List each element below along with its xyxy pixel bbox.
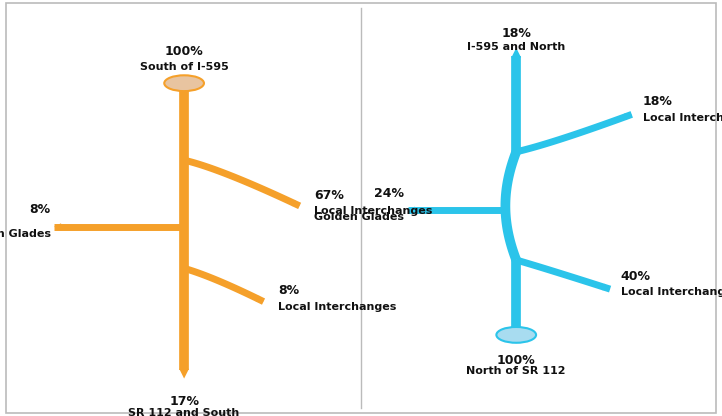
Text: 8%: 8%	[30, 203, 51, 216]
Text: South of I-595: South of I-595	[140, 62, 228, 72]
Text: 18%: 18%	[643, 95, 672, 108]
FancyBboxPatch shape	[6, 3, 716, 413]
Text: North of SR 112: North of SR 112	[466, 366, 566, 376]
Ellipse shape	[497, 327, 536, 343]
Text: SR 112 and South: SR 112 and South	[129, 408, 240, 416]
Text: 18%: 18%	[501, 27, 531, 40]
Text: Local Interchanges: Local Interchanges	[278, 302, 396, 312]
Text: 67%: 67%	[314, 189, 344, 202]
Text: Golden Glades: Golden Glades	[0, 229, 51, 239]
Text: Local Interchanges: Local Interchanges	[314, 206, 432, 216]
Text: I-595 and North: I-595 and North	[467, 42, 565, 52]
Text: 40%: 40%	[621, 270, 651, 283]
Text: 100%: 100%	[497, 354, 536, 366]
Text: Local Interchanges: Local Interchanges	[643, 113, 722, 123]
Text: 24%: 24%	[374, 187, 404, 200]
Text: 100%: 100%	[165, 45, 204, 58]
Ellipse shape	[165, 75, 204, 91]
Text: Golden Glades: Golden Glades	[314, 212, 404, 222]
Text: Local Interchanges: Local Interchanges	[621, 287, 722, 297]
Text: 17%: 17%	[169, 395, 199, 408]
Text: 8%: 8%	[278, 285, 299, 297]
